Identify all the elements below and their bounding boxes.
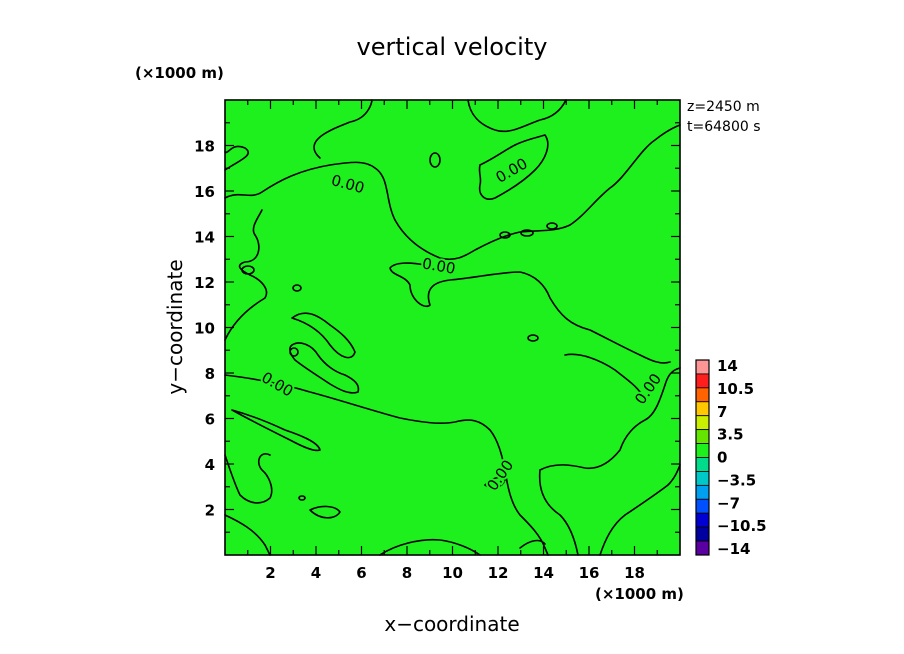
contour-line <box>599 464 681 556</box>
colorbar-label: 3.5 <box>717 426 744 444</box>
contour-line <box>564 353 641 393</box>
y-axis-label: y−coordinate <box>163 259 187 394</box>
contour-line <box>467 99 567 133</box>
axis-ticks <box>225 100 680 555</box>
contour-line <box>291 312 356 359</box>
x-tick-label: 18 <box>624 564 645 582</box>
contour-line <box>484 476 506 489</box>
y-tick-label: 14 <box>194 229 215 247</box>
contour-line <box>224 209 268 341</box>
x-tick-label: 2 <box>265 564 275 582</box>
contour-line <box>538 469 579 556</box>
zero-contour-lines <box>224 99 681 556</box>
contour-line <box>309 505 341 519</box>
contour-line <box>389 262 671 364</box>
colorbar-swatch <box>695 415 710 431</box>
colorbar-label: −7 <box>717 494 740 512</box>
x-tick-label: 14 <box>533 564 554 582</box>
contour-line <box>241 265 255 275</box>
colorbar-swatch <box>695 457 710 472</box>
y-tick-label: 18 <box>194 138 215 156</box>
colorbar <box>695 359 710 556</box>
x-tick-label: 12 <box>488 564 509 582</box>
colorbar-label: −10.5 <box>717 517 767 535</box>
colorbar-label: 10.5 <box>717 380 754 398</box>
colorbar-swatch <box>695 387 710 403</box>
x-tick-label: 8 <box>402 564 412 582</box>
x-tick-label: 4 <box>311 564 321 582</box>
contour-line <box>224 145 250 171</box>
y-tick-label: 10 <box>194 320 215 338</box>
y-tick-label: 6 <box>205 411 215 429</box>
colorbar-swatch <box>695 429 710 444</box>
info-time: t=64800 s <box>687 119 761 135</box>
colorbar-label: −3.5 <box>717 471 756 489</box>
contour-line <box>527 334 539 342</box>
y-tick-label: 4 <box>205 456 215 474</box>
colorbar-swatch <box>695 498 710 514</box>
chart-title: vertical velocity <box>357 33 548 61</box>
y-tick-label: 2 <box>205 502 215 520</box>
contour-line <box>429 152 441 168</box>
contour-line <box>520 229 534 237</box>
contour-line <box>224 453 273 504</box>
contour-line <box>289 347 299 357</box>
colorbar-frame <box>695 359 710 556</box>
contour-line <box>478 134 549 200</box>
contour-line <box>224 514 271 556</box>
contour-line <box>539 367 681 471</box>
x-tick-label: 6 <box>356 564 366 582</box>
colorbar-labels: 14 10.5 7 3.5 0 −3.5 −7 −10.5 −14 <box>717 357 767 558</box>
y-unit-label: (×1000 m) <box>135 64 224 82</box>
colorbar-swatch <box>695 512 710 528</box>
contour-line <box>313 99 373 159</box>
info-z-level: z=2450 m <box>687 99 760 115</box>
x-tick-labels: 2 4 6 8 10 12 14 16 18 <box>265 564 645 582</box>
x-tick-label: 10 <box>442 564 463 582</box>
colorbar-swatch <box>695 443 710 458</box>
colorbar-swatch <box>695 359 710 375</box>
contour-line <box>499 231 511 239</box>
contour-line <box>224 374 549 556</box>
plot-area <box>225 100 680 555</box>
colorbar-swatch <box>695 526 710 542</box>
colorbar-swatch <box>695 471 710 486</box>
y-tick-label: 16 <box>194 183 215 201</box>
contour-line <box>224 124 681 261</box>
x-unit-label: (×1000 m) <box>595 585 684 603</box>
y-tick-labels: 2 4 6 8 10 12 14 16 18 <box>194 138 215 520</box>
colorbar-label: 0 <box>717 449 727 467</box>
colorbar-label: 14 <box>717 357 738 375</box>
x-tick-label: 16 <box>579 564 600 582</box>
colorbar-swatch <box>695 540 710 556</box>
colorbar-swatch <box>695 484 710 500</box>
contour-line <box>231 409 321 452</box>
contour-line <box>289 342 360 394</box>
x-axis-label: x−coordinate <box>384 612 519 636</box>
contour-line <box>519 539 546 549</box>
colorbar-label: −14 <box>717 540 750 558</box>
colorbar-swatch <box>695 401 710 417</box>
colorbar-label: 7 <box>717 403 727 421</box>
contour-line <box>379 538 481 556</box>
y-tick-label: 12 <box>194 274 215 292</box>
contour-line <box>292 284 302 292</box>
y-tick-label: 8 <box>205 365 215 383</box>
contour-line <box>298 495 306 501</box>
contour-line <box>546 222 558 230</box>
colorbar-swatch <box>695 373 710 389</box>
